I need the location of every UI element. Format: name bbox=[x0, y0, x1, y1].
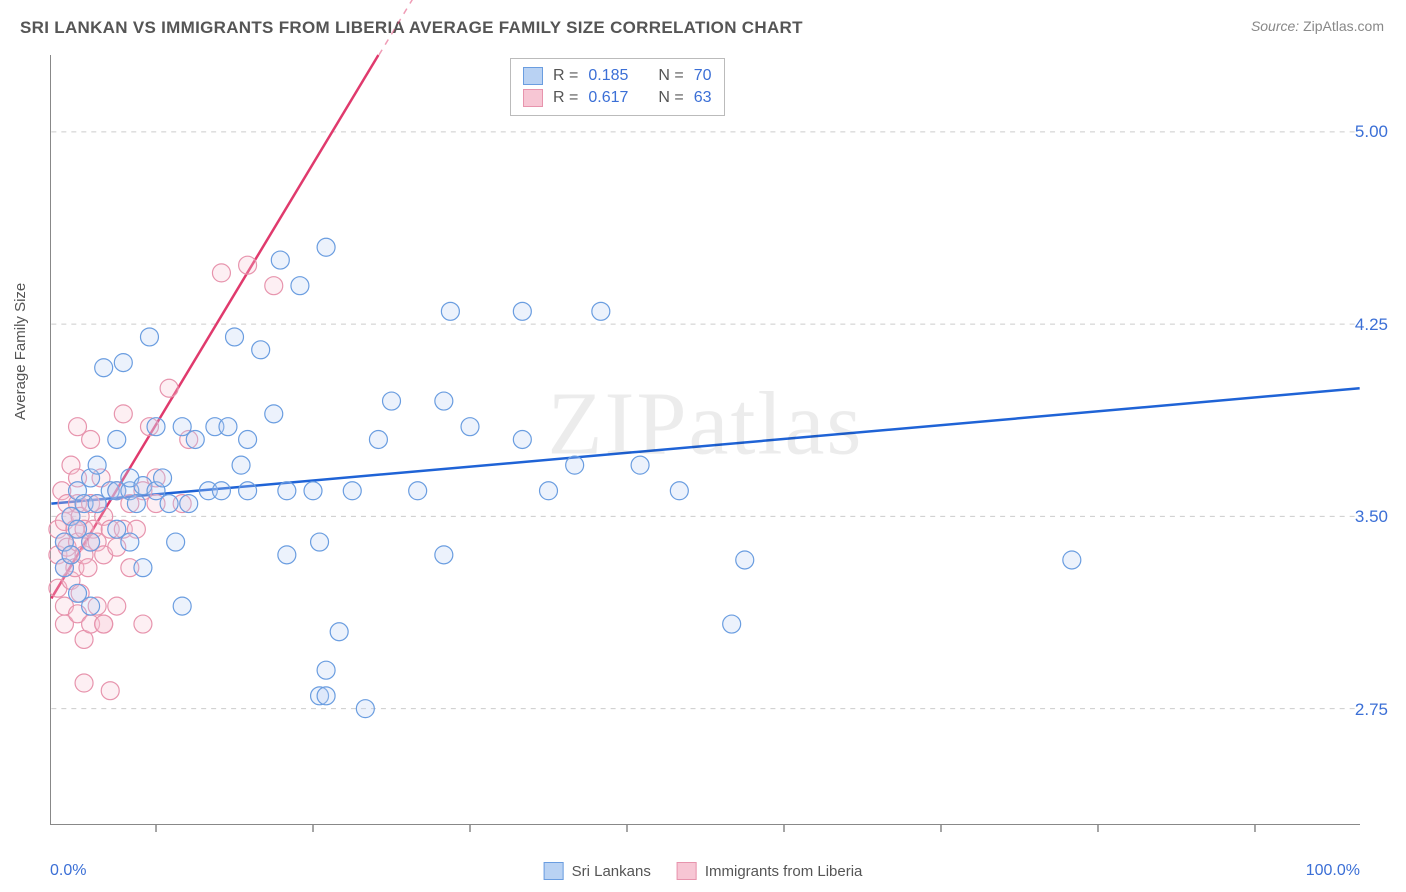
x-axis-max-label: 100.0% bbox=[1306, 862, 1360, 880]
r-value-1: 0.185 bbox=[588, 67, 628, 85]
correlation-legend: R = 0.185 N = 70 R = 0.617 N = 63 bbox=[510, 58, 725, 116]
n-value-2: 63 bbox=[694, 89, 712, 107]
r-label-1: R = bbox=[553, 67, 578, 85]
swatch-series-2 bbox=[523, 89, 543, 107]
n-value-1: 70 bbox=[694, 67, 712, 85]
chart-svg bbox=[51, 55, 1360, 824]
legend-item-1: Sri Lankans bbox=[544, 862, 651, 880]
legend-row-2: R = 0.617 N = 63 bbox=[523, 87, 712, 109]
y-tick-label: 5.00 bbox=[1355, 122, 1388, 142]
y-axis-label: Average Family Size bbox=[12, 283, 29, 420]
source-attribution: Source: ZipAtlas.com bbox=[1251, 18, 1384, 34]
legend-label-1: Sri Lankans bbox=[572, 863, 651, 880]
source-label: Source: bbox=[1251, 18, 1299, 34]
x-axis-min-label: 0.0% bbox=[50, 862, 86, 880]
legend-label-2: Immigrants from Liberia bbox=[705, 863, 863, 880]
n-label-2: N = bbox=[658, 89, 683, 107]
swatch-bottom-2 bbox=[677, 862, 697, 880]
n-label-1: N = bbox=[658, 67, 683, 85]
swatch-bottom-1 bbox=[544, 862, 564, 880]
legend-item-2: Immigrants from Liberia bbox=[677, 862, 863, 880]
y-tick-label: 3.50 bbox=[1355, 507, 1388, 527]
swatch-series-1 bbox=[523, 67, 543, 85]
r-label-2: R = bbox=[553, 89, 578, 107]
chart-container: SRI LANKAN VS IMMIGRANTS FROM LIBERIA AV… bbox=[0, 0, 1406, 892]
source-value: ZipAtlas.com bbox=[1303, 18, 1384, 34]
y-tick-label: 2.75 bbox=[1355, 700, 1388, 720]
legend-row-1: R = 0.185 N = 70 bbox=[523, 65, 712, 87]
r-value-2: 0.617 bbox=[588, 89, 628, 107]
chart-title: SRI LANKAN VS IMMIGRANTS FROM LIBERIA AV… bbox=[20, 18, 803, 38]
plot-area: ZIPatlas bbox=[50, 55, 1360, 825]
series-legend: Sri Lankans Immigrants from Liberia bbox=[544, 862, 863, 880]
y-tick-label: 4.25 bbox=[1355, 315, 1388, 335]
